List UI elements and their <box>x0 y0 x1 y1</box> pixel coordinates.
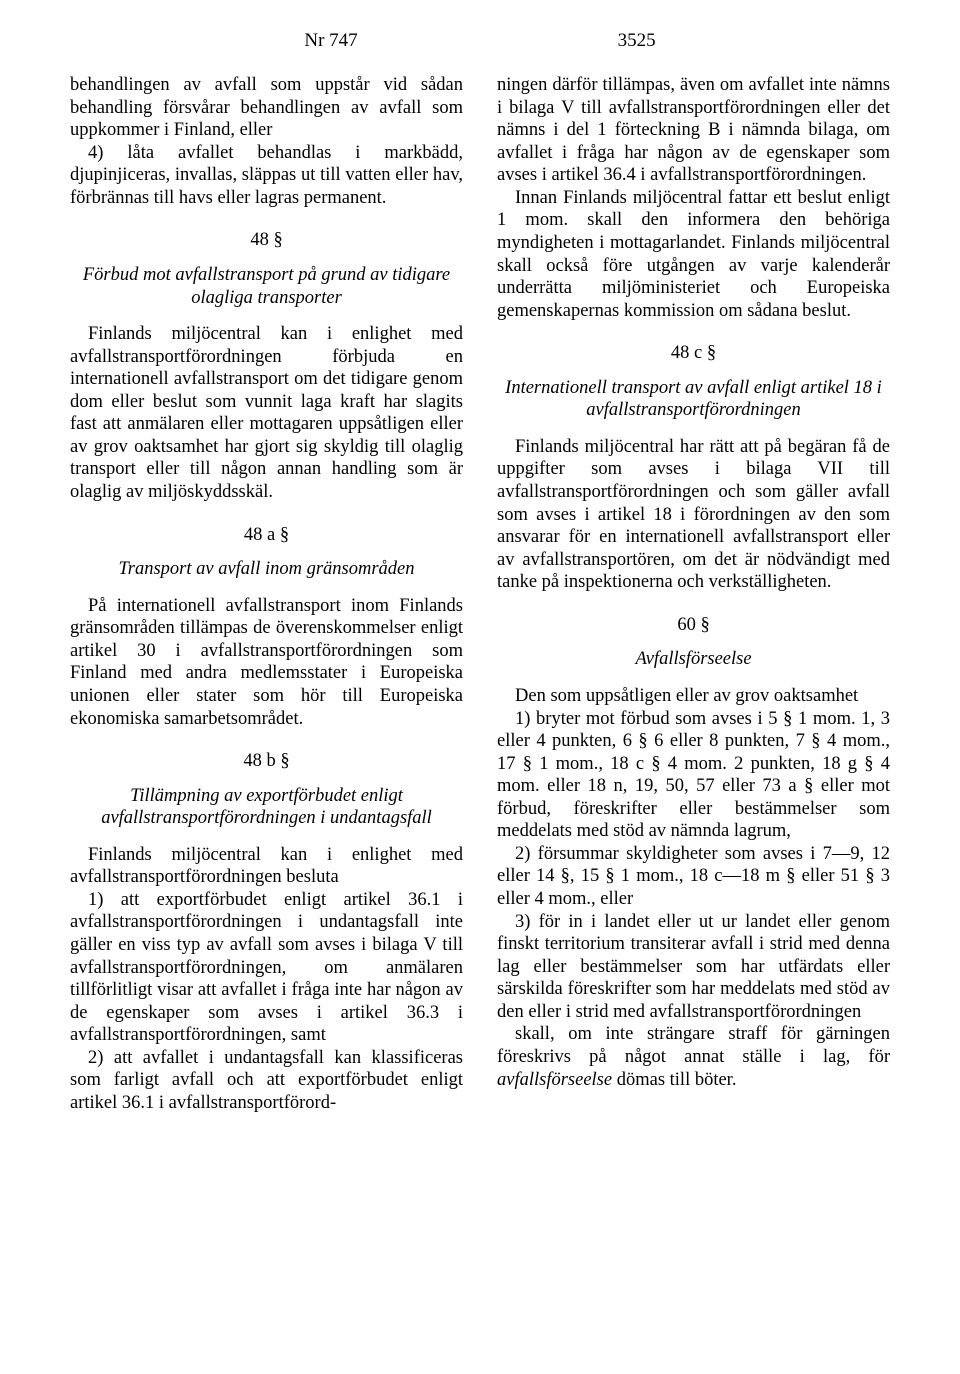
body-text: Finlands miljöcentral kan i enlighet med… <box>70 844 463 889</box>
body-text: 1) bryter mot förbud som avses i 5 § 1 m… <box>497 708 890 843</box>
body-text: Den som uppsåtligen eller av grov oaktsa… <box>497 685 890 708</box>
italic-term: avfallsförseelse <box>497 1070 612 1090</box>
section-number: 48 c § <box>497 342 890 365</box>
body-text: Finlands miljöcentral kan i enlighet med… <box>70 323 463 504</box>
body-text: På internationell avfallstransport inom … <box>70 595 463 730</box>
section-title: Internationell transport av avfall enlig… <box>497 377 890 422</box>
body-text: skall, om inte strängare straff för gärn… <box>497 1023 890 1091</box>
section-number: 48 b § <box>70 750 463 773</box>
body-text-span: dömas till böter. <box>612 1070 736 1090</box>
right-column: ningen därför tillämpas, även om avfalle… <box>497 74 890 1115</box>
section-title: Avfallsförseelse <box>497 648 890 671</box>
section-number: 48 § <box>70 229 463 252</box>
body-text: 3) för in i landet eller ut ur landet el… <box>497 911 890 1024</box>
body-text: 4) låta avfallet behandlas i markbädd, d… <box>70 142 463 210</box>
body-text: 2) försummar skyldigheter som avses i 7—… <box>497 843 890 911</box>
section-number: 48 a § <box>70 524 463 547</box>
body-text: 2) att avfallet i undantagsfall kan klas… <box>70 1047 463 1115</box>
body-text: Innan Finlands miljöcentral fattar ett b… <box>497 187 890 322</box>
section-title: Tillämpning av exportförbudet enligt avf… <box>70 785 463 830</box>
doc-number: Nr 747 <box>304 30 357 52</box>
section-title: Transport av avfall inom gränsområden <box>70 558 463 581</box>
body-text: Finlands miljöcentral har rätt att på be… <box>497 436 890 594</box>
body-text: ningen därför tillämpas, även om avfalle… <box>497 74 890 187</box>
page-header: Nr 747 3525 <box>70 30 890 52</box>
body-text: 1) att exportförbudet enligt artikel 36.… <box>70 889 463 1047</box>
page-number: 3525 <box>618 30 656 52</box>
section-number: 60 § <box>497 614 890 637</box>
section-title: Förbud mot avfallstransport på grund av … <box>70 264 463 309</box>
body-text-span: skall, om inte strängare straff för gärn… <box>497 1024 890 1067</box>
left-column: behandlingen av avfall som uppstår vid s… <box>70 74 463 1115</box>
content-columns: behandlingen av avfall som uppstår vid s… <box>70 74 890 1115</box>
body-text: behandlingen av avfall som uppstår vid s… <box>70 74 463 142</box>
